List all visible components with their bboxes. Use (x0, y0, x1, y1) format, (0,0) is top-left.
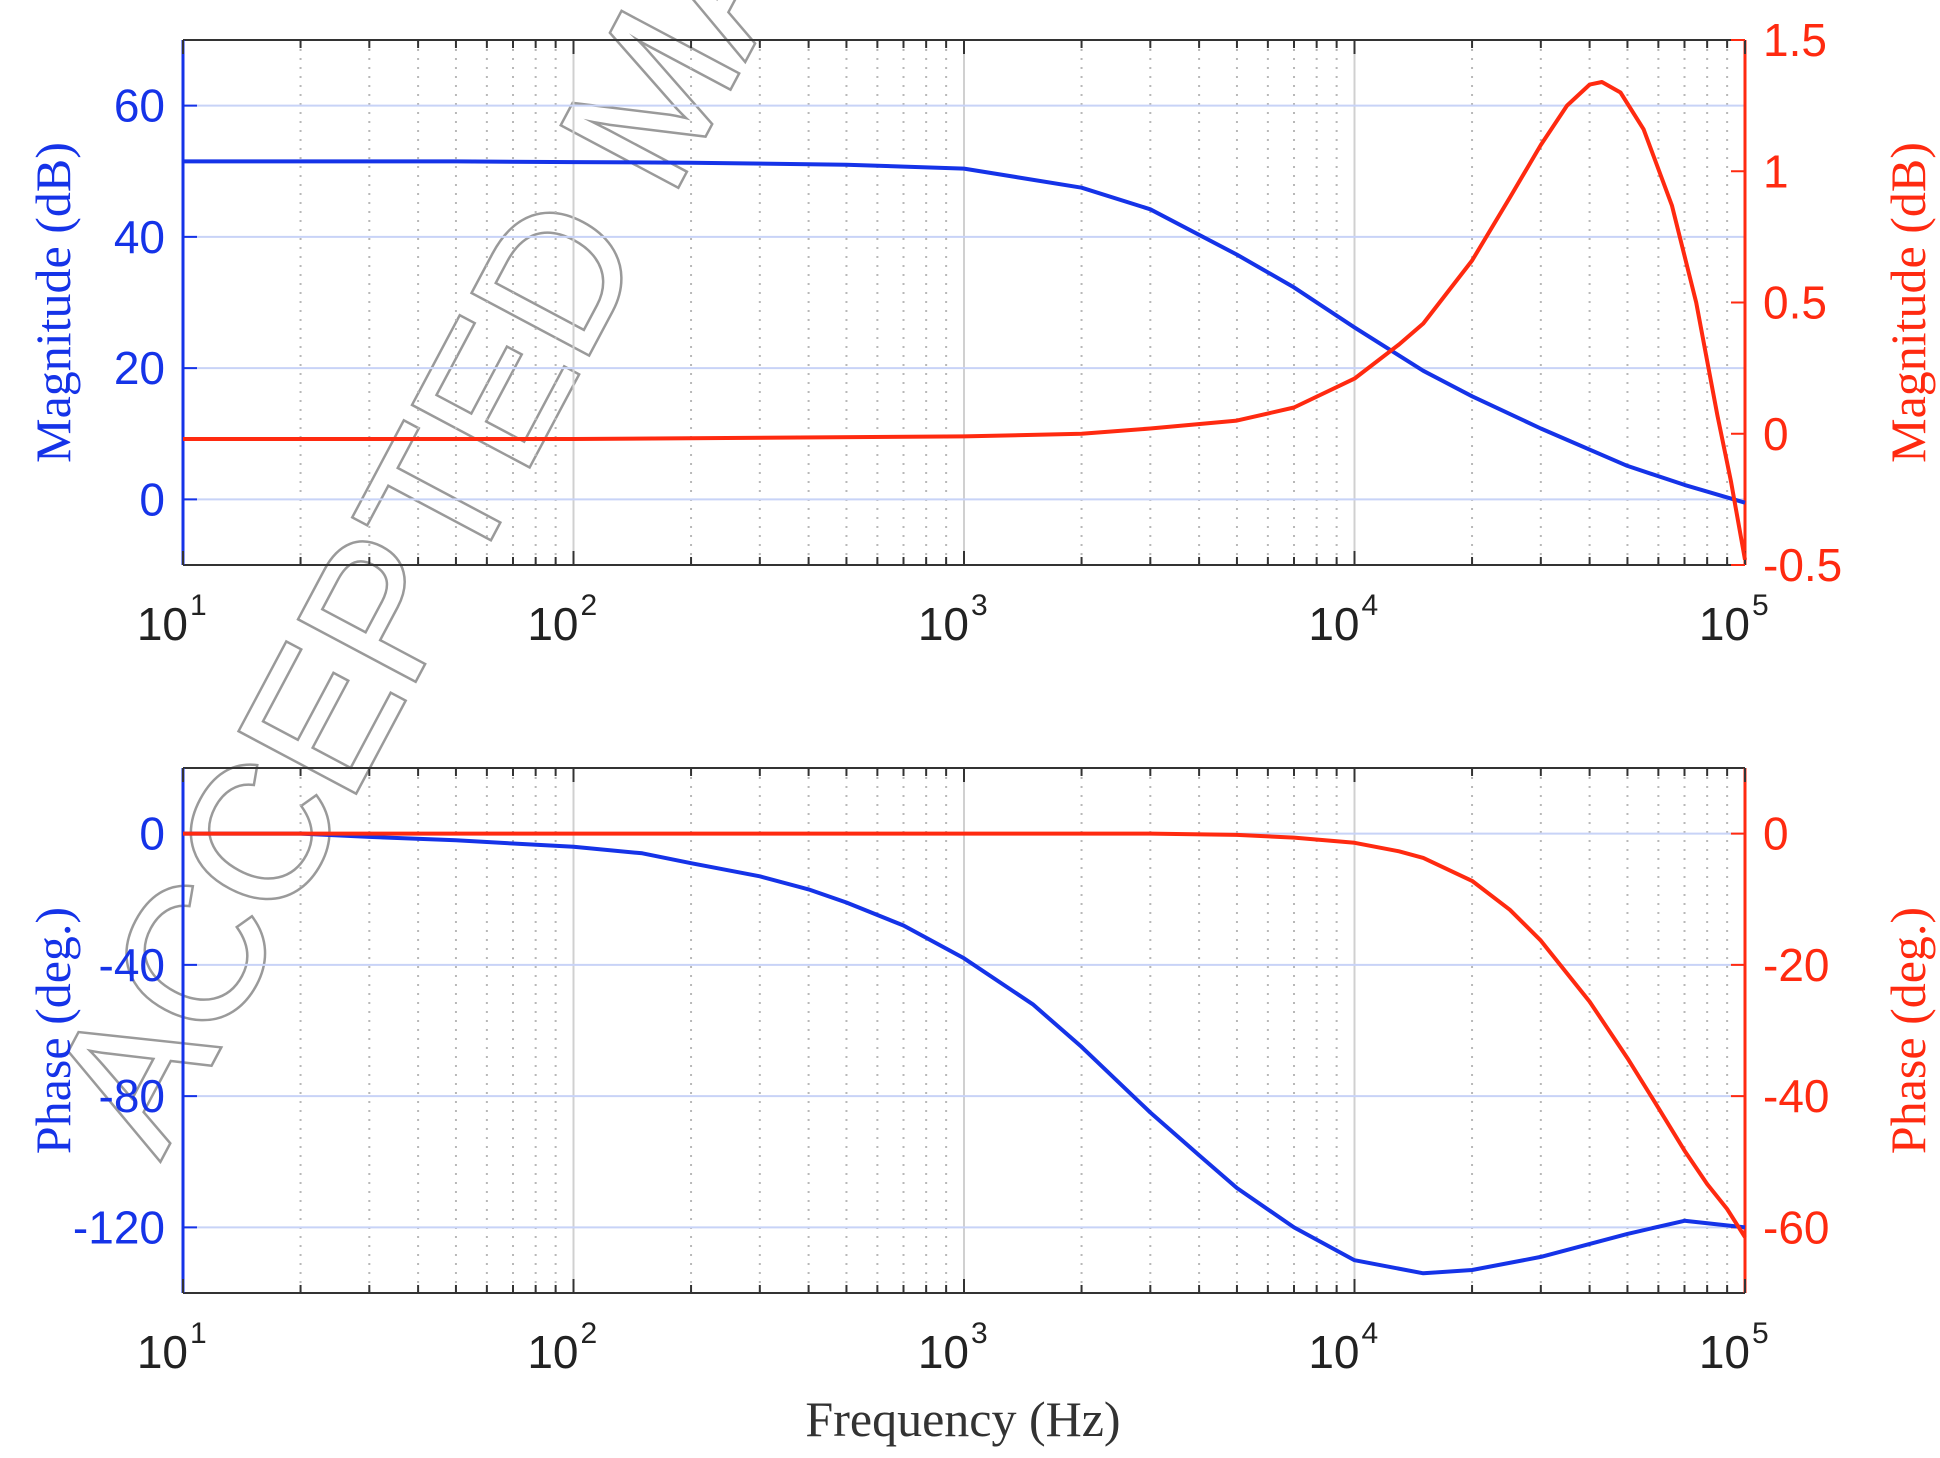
magnitude-x-tick-exponent: 1 (190, 589, 207, 622)
phase-left-tick-label: -80 (99, 1070, 165, 1122)
phase-right-tick-label: 0 (1763, 808, 1789, 860)
magnitude-right-tick-label: 0 (1763, 408, 1789, 460)
magnitude-right-tick-label: -0.5 (1763, 539, 1842, 591)
magnitude-x-tick-exponent: 2 (581, 589, 598, 622)
phase-left-axis-label: Phase (deg.) (25, 907, 81, 1154)
phase-x-tick-label: 10 (1699, 1326, 1750, 1378)
phase-plot: 10 1 10 2 10 3 10 4 10 5-120-80-400-60-40-200Phas… (25, 767, 1936, 1378)
phase-x-tick-label: 10 (137, 1326, 188, 1378)
magnitude-right-tick-label: 0.5 (1763, 277, 1827, 329)
phase-x-tick-exponent: 3 (971, 1317, 988, 1350)
phase-x-tick-exponent: 2 (581, 1317, 598, 1350)
magnitude-left-tick-label: 0 (139, 473, 165, 525)
phase-x-tick-label: 10 (918, 1326, 969, 1378)
magnitude-x-tick-label: 10 (1308, 598, 1359, 650)
phase-x-tick-exponent: 1 (190, 1317, 207, 1350)
magnitude-right-tick-label: 1.5 (1763, 14, 1827, 66)
magnitude-left-tick-label: 40 (114, 211, 165, 263)
magnitude-left-tick-label: 20 (114, 342, 165, 394)
magnitude-right-axis-label: Magnitude (dB) (1880, 142, 1936, 463)
magnitude-x-tick-exponent: 5 (1752, 589, 1769, 622)
magnitude-x-tick-label: 10 (137, 598, 188, 650)
magnitude-x-tick-label: 10 (918, 598, 969, 650)
x-axis-label: Frequency (Hz) (805, 1391, 1120, 1447)
phase-right-tick-label: -60 (1763, 1201, 1829, 1253)
phase-right-series-line (183, 831, 1747, 1239)
magnitude-x-tick-exponent: 3 (971, 589, 988, 622)
phase-right-axis-label: Phase (deg.) (1880, 907, 1936, 1154)
phase-right-tick-label: -20 (1763, 939, 1829, 991)
magnitude-left-tick-label: 60 (114, 80, 165, 132)
phase-x-tick-label: 10 (1308, 1326, 1359, 1378)
magnitude-left-series-line (183, 159, 1746, 505)
magnitude-plot: 10 1 10 2 10 3 10 4 10 50204060-0.500.511.5Magnit… (25, 14, 1936, 650)
magnitude-x-tick-label: 10 (527, 598, 578, 650)
phase-left-tick-label: 0 (139, 808, 165, 860)
phase-x-tick-label: 10 (527, 1326, 578, 1378)
phase-x-tick-exponent: 5 (1752, 1317, 1769, 1350)
phase-left-tick-label: -40 (99, 939, 165, 991)
magnitude-x-tick-label: 10 (1699, 598, 1750, 650)
phase-left-tick-label: -120 (73, 1201, 165, 1253)
magnitude-left-axis-label: Magnitude (dB) (25, 142, 81, 463)
magnitude-right-tick-label: 1 (1763, 145, 1789, 197)
phase-x-tick-exponent: 4 (1362, 1317, 1379, 1350)
magnitude-x-tick-exponent: 4 (1362, 589, 1379, 622)
phase-right-tick-label: -40 (1763, 1070, 1829, 1122)
